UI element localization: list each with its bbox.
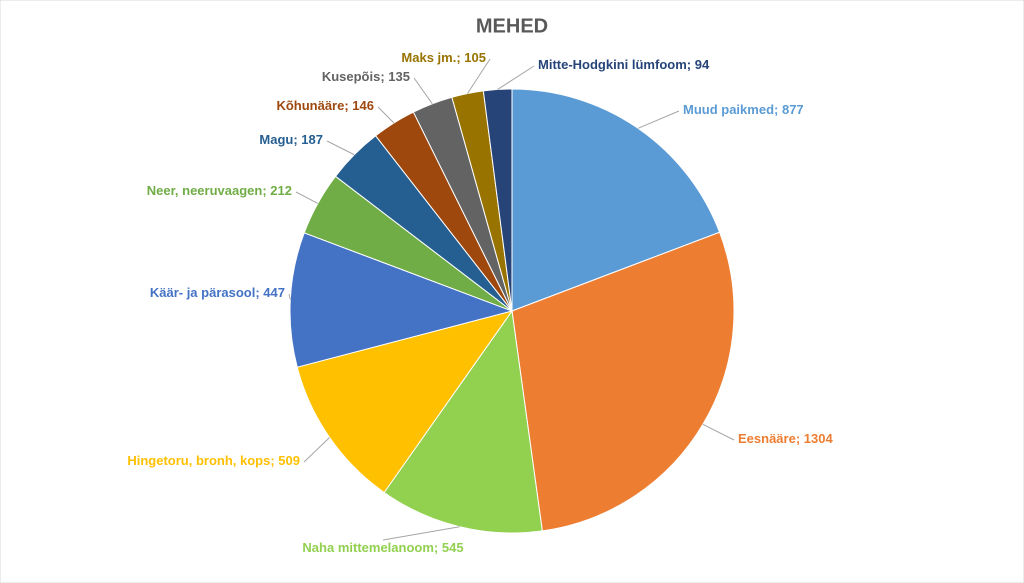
label-separator: ; xyxy=(796,431,804,446)
leader-line xyxy=(467,58,491,94)
label-category: Maks jm. xyxy=(401,50,456,65)
leader-line xyxy=(413,77,433,105)
label-value: 212 xyxy=(270,183,292,198)
label-category: Neer, neeruvaagen xyxy=(147,183,263,198)
chart-title: MEHED xyxy=(476,15,548,37)
data-label: Eesnääre; 1304 xyxy=(738,431,833,446)
label-category: Mitte-Hodgkini lümfoom xyxy=(538,57,687,72)
label-category: Hingetoru, bronh, kops xyxy=(127,453,270,468)
label-separator: ; xyxy=(293,132,301,147)
data-label: Hingetoru, bronh, kops; 509 xyxy=(127,453,300,468)
leader-line xyxy=(377,106,395,124)
label-value: 877 xyxy=(782,102,804,117)
label-value: 509 xyxy=(278,453,300,468)
data-label: Naha mittemelanoom; 545 xyxy=(302,540,463,555)
label-separator: ; xyxy=(262,183,270,198)
data-label: Käär- ja pärasool; 447 xyxy=(150,285,285,300)
label-separator: ; xyxy=(456,50,464,65)
label-separator: ; xyxy=(270,453,278,468)
data-label: Muud paikmed; 877 xyxy=(683,102,804,117)
label-value: 94 xyxy=(695,57,710,72)
label-separator: ; xyxy=(344,98,352,113)
leader-line xyxy=(326,140,355,156)
label-value: 135 xyxy=(388,69,410,84)
label-value: 1304 xyxy=(804,431,834,446)
label-value: 105 xyxy=(464,50,486,65)
label-category: Muud paikmed xyxy=(683,102,774,117)
pie-slice xyxy=(296,310,514,494)
label-value: 447 xyxy=(263,285,285,300)
leader-line xyxy=(702,423,735,441)
label-value: 187 xyxy=(301,132,323,147)
label-category: Kõhunääre xyxy=(276,98,344,113)
data-label: Kusepõis; 135 xyxy=(322,69,410,84)
data-label: Maks jm.; 105 xyxy=(401,50,486,65)
label-separator: ; xyxy=(687,57,695,72)
label-value: 545 xyxy=(442,540,464,555)
leader-line xyxy=(637,110,680,129)
label-separator: ; xyxy=(774,102,782,117)
label-category: Magu xyxy=(259,132,293,147)
label-separator: ; xyxy=(255,285,263,300)
leader-line xyxy=(288,293,291,300)
leader-line xyxy=(382,526,460,541)
leader-line xyxy=(295,191,319,204)
pie-slice xyxy=(511,231,735,532)
leader-line xyxy=(497,65,535,90)
label-separator: ; xyxy=(434,540,442,555)
data-label: Magu; 187 xyxy=(259,132,323,147)
label-separator: ; xyxy=(380,69,388,84)
label-category: Käär- ja pärasool xyxy=(150,285,256,300)
data-label: Mitte-Hodgkini lümfoom; 94 xyxy=(538,57,710,72)
data-label: Neer, neeruvaagen; 212 xyxy=(147,183,292,198)
label-category: Kusepõis xyxy=(322,69,381,84)
leader-line xyxy=(303,437,330,463)
pie-slice xyxy=(289,232,514,368)
label-category: Naha mittemelanoom xyxy=(302,540,433,555)
data-label: Kõhunääre; 146 xyxy=(276,98,374,113)
label-category: Eesnääre xyxy=(738,431,796,446)
label-value: 146 xyxy=(352,98,374,113)
